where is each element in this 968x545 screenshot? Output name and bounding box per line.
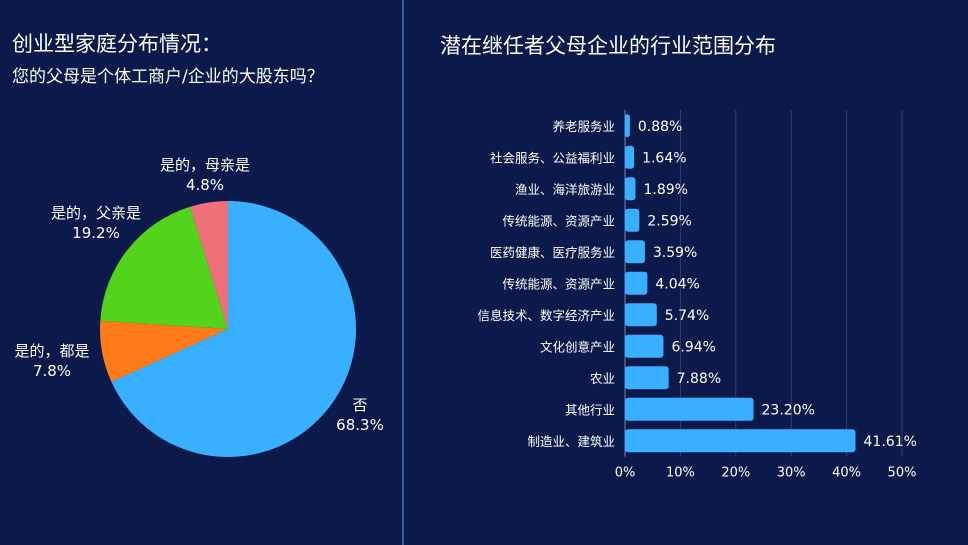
bar [625, 429, 856, 453]
bar [625, 366, 669, 390]
pie-slice-value-label: 4.8% [186, 176, 224, 194]
bar-category-label: 其他行业 [565, 402, 615, 417]
bar-category-label: 农业 [590, 371, 615, 386]
bar-value-label: 2.59% [647, 213, 691, 229]
bar-value-label: 6.94% [671, 339, 715, 355]
bar [625, 177, 636, 201]
panel-divider [402, 0, 404, 545]
bar [625, 240, 645, 264]
bar-panel: 潜在继任者父母企业的行业范围分布 0% 10% 20% 30% 40% 50% 养老服务业 0… [404, 0, 968, 545]
bar [625, 208, 640, 232]
pie-slice-label: 否 [352, 396, 367, 414]
bar-category-label: 养老服务业 [552, 119, 615, 134]
bar-title: 潜在继任者父母企业的行业范围分布 [440, 34, 776, 58]
bar-x-tick-label: 30% [777, 466, 806, 481]
bar-value-label: 23.20% [762, 402, 815, 418]
bar-category-label: 信息技术、数字经济产业 [477, 308, 615, 323]
bar-chart: 0% 10% 20% 30% 40% 50% 养老服务业 0.88% 社会服务、公益福利业 1.6… [477, 110, 917, 481]
bar-category-label: 制造业、建筑业 [527, 434, 615, 449]
pie-subtitle: 您的父母是个体工商户/企业的大股东吗？ [12, 67, 324, 87]
bar [625, 334, 664, 358]
bar-x-tick-label: 20% [721, 466, 750, 481]
bar-category-label: 文化创意产业 [540, 339, 615, 354]
pie-slice-label: 是的，母亲是 [160, 156, 250, 174]
pie-slice [100, 206, 228, 329]
pie-slice-label: 是的，都是 [14, 342, 89, 360]
bar [625, 114, 630, 138]
bar-category-label: 渔业、海洋旅游业 [515, 182, 615, 197]
bar [625, 303, 657, 327]
bar-value-label: 41.61% [864, 434, 917, 450]
bar-value-label: 0.88% [638, 119, 682, 135]
bar-category-label: 社会服务、公益福利业 [490, 150, 615, 165]
pie-chart: 否 68.3% 是的，都是 7.8% 是的，父亲是 19.2% 是的，母亲是 4.8% [14, 156, 384, 457]
pie-slice-value-label: 68.3% [336, 416, 384, 434]
bar-category-label: 医药健康、医疗服务业 [490, 245, 615, 260]
bar-category-label: 传统能源、资源产业 [502, 276, 615, 291]
pie-slice-value-label: 19.2% [72, 224, 120, 242]
pie-panel: 创业型家庭分布情况： 您的父母是个体工商户/企业的大股东吗？ 否 68.3% 是的，… [0, 0, 402, 545]
bar-category-label: 传统能源、资源产业 [502, 213, 615, 228]
pie-slice [190, 201, 228, 329]
bar [625, 145, 635, 169]
bar-value-label: 1.89% [643, 182, 687, 198]
bar [625, 271, 648, 295]
pie-slice-label: 是的，父亲是 [51, 204, 141, 222]
pie-slice [99, 320, 228, 382]
bar-x-tick-label: 10% [666, 466, 695, 481]
pie-slice-value-label: 7.8% [33, 362, 71, 380]
bar-value-label: 1.64% [642, 150, 686, 166]
bar-value-label: 5.74% [665, 308, 709, 324]
bar-value-label: 7.88% [677, 371, 721, 387]
bar-value-label: 4.04% [655, 276, 699, 292]
bar-x-tick-label: 50% [888, 466, 917, 481]
bar-x-tick-label: 0% [615, 466, 636, 481]
bar-x-tick-label: 40% [832, 466, 861, 481]
bar-value-label: 3.59% [653, 245, 697, 261]
bar [625, 397, 754, 421]
pie-title: 创业型家庭分布情况： [12, 32, 222, 56]
pie-slice [111, 201, 356, 457]
